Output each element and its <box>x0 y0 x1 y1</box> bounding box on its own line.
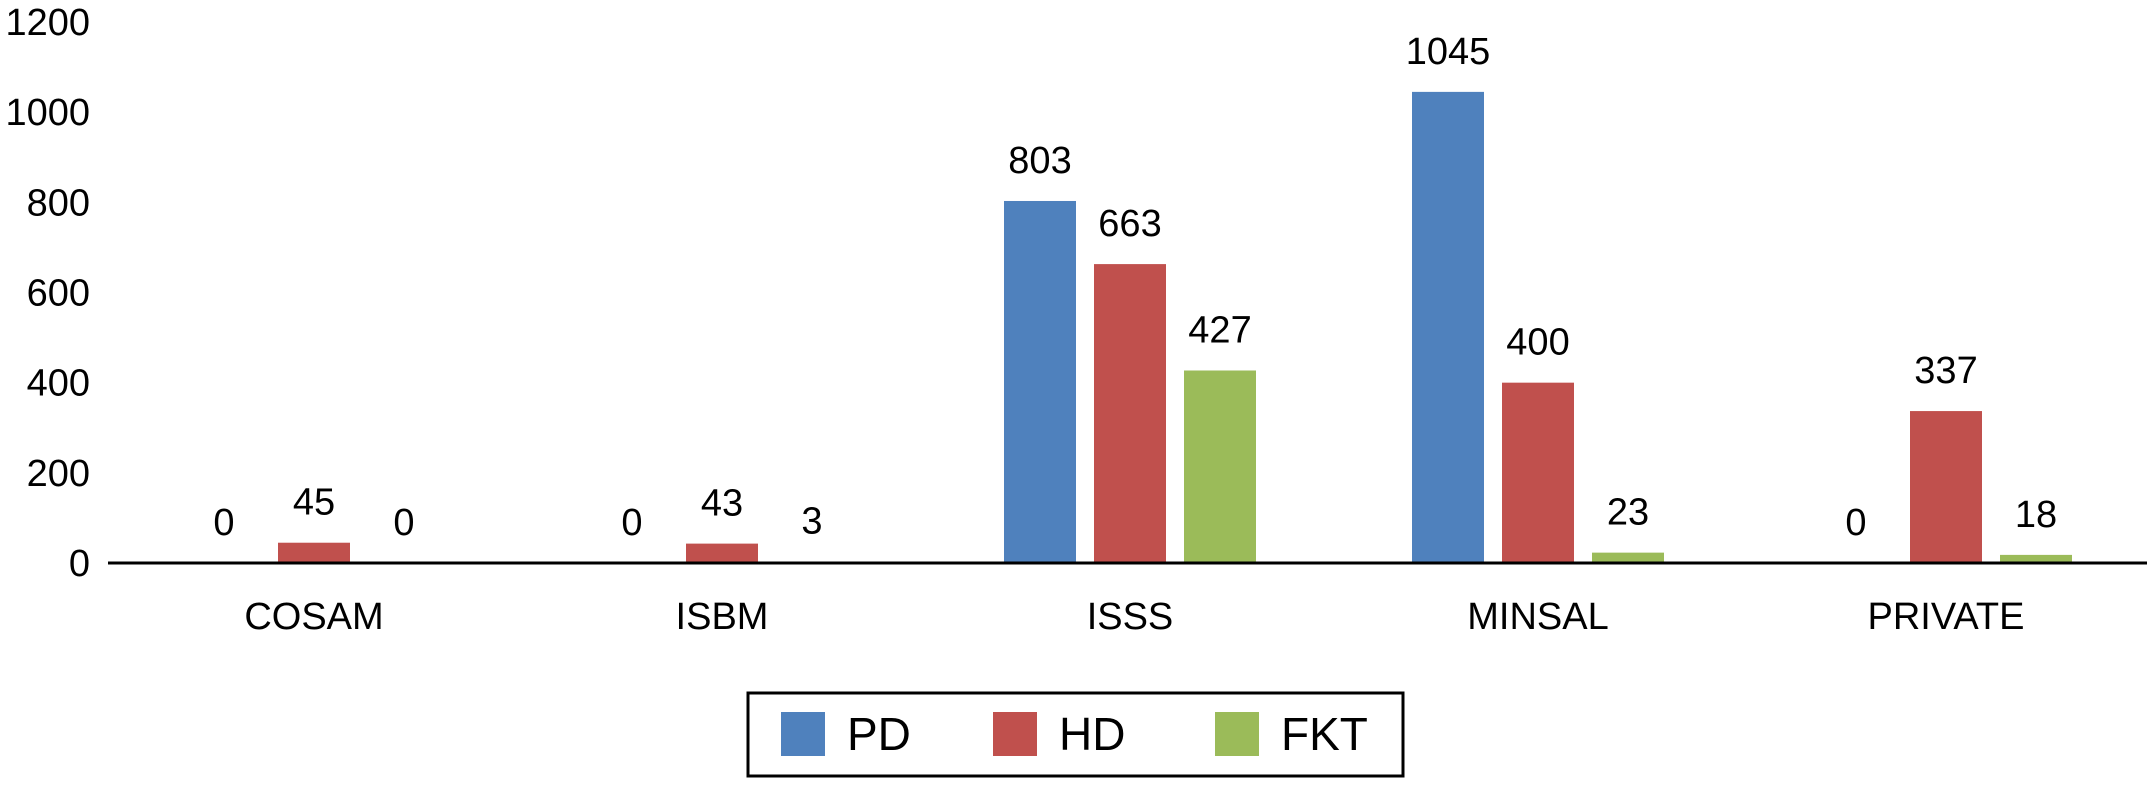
bar-hd-private <box>1910 411 1982 563</box>
bar-fkt-private <box>2000 554 2072 563</box>
y-tick-label: 1200 <box>5 2 90 44</box>
y-axis: 0 200 400 600 800 1000 1200 <box>5 2 90 585</box>
legend-swatch-hd <box>993 712 1037 756</box>
data-label: 663 <box>1098 203 1161 245</box>
plot-area: 0 45 0 0 43 3 803 663 427 1045 400 23 0 337 18 <box>213 31 2072 564</box>
data-label: 0 <box>621 502 642 544</box>
y-tick-label: 0 <box>69 543 90 585</box>
category-label: ISSS <box>1087 596 1174 638</box>
y-tick-label: 1000 <box>5 92 90 134</box>
data-label: 803 <box>1008 140 1071 182</box>
data-label: 400 <box>1506 322 1569 364</box>
bar-fkt-isss <box>1184 370 1256 563</box>
legend-label-pd: PD <box>847 708 911 760</box>
data-label: 0 <box>393 502 414 544</box>
bar-pd-minsal <box>1412 91 1484 564</box>
data-label: 3 <box>801 501 822 543</box>
category-label: MINSAL <box>1467 596 1608 638</box>
data-label: 45 <box>293 482 335 524</box>
y-tick-label: 600 <box>27 273 90 315</box>
data-label: 0 <box>213 502 234 544</box>
legend: PD HD FKT <box>746 691 1405 778</box>
legend-label-hd: HD <box>1059 708 1125 760</box>
data-label: 0 <box>1845 502 1866 544</box>
data-label: 18 <box>2015 494 2057 536</box>
bar-fkt-minsal <box>1592 552 1664 563</box>
bar-hd-isss <box>1094 264 1166 563</box>
bar-hd-cosam <box>278 542 350 563</box>
data-label: 337 <box>1914 350 1977 392</box>
x-axis-categories: COSAM ISBM ISSS MINSAL PRIVATE <box>244 596 2024 638</box>
data-label: 427 <box>1188 309 1251 351</box>
y-tick-label: 800 <box>27 182 90 224</box>
category-label: PRIVATE <box>1868 596 2025 638</box>
data-label: 1045 <box>1406 31 1491 73</box>
legend-swatch-pd <box>781 712 825 756</box>
data-label: 43 <box>701 483 743 525</box>
legend-label-fkt: FKT <box>1281 708 1368 760</box>
data-label: 23 <box>1607 492 1649 534</box>
legend-box <box>746 691 1405 778</box>
category-label: ISBM <box>676 596 769 638</box>
y-tick-label: 200 <box>27 453 90 495</box>
bar-hd-minsal <box>1502 382 1574 563</box>
bar-pd-isss <box>1004 200 1076 563</box>
legend-swatch-fkt <box>1215 712 1259 756</box>
bar-hd-isbm <box>686 543 758 563</box>
category-label: COSAM <box>244 596 383 638</box>
y-tick-label: 400 <box>27 363 90 405</box>
